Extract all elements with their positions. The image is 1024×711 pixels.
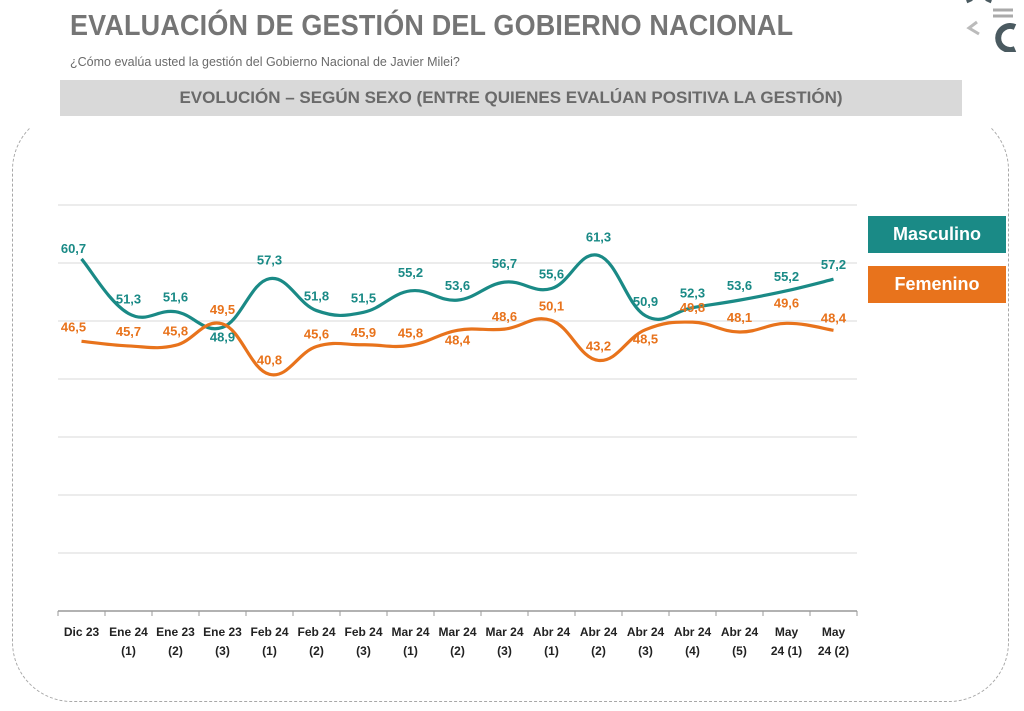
data-label: 61,3 <box>586 229 611 244</box>
x-tick-label: (2) <box>450 644 465 658</box>
data-label: 49,6 <box>774 295 799 310</box>
x-tick-label: (2) <box>591 644 606 658</box>
data-label: 55,2 <box>398 265 423 280</box>
data-label: 46,5 <box>61 319 86 334</box>
series-line-masculino <box>80 253 834 331</box>
page-title: EVALUACIÓN DE GESTIÓN DEL GOBIERNO NACIO… <box>70 10 794 42</box>
legend-label: Femenino <box>894 274 980 294</box>
x-tick-label: (3) <box>356 644 371 658</box>
x-tick-label: Mar 24 <box>438 625 476 639</box>
chart-banner: EVOLUCIÓN – SEGÚN SEXO (ENTRE QUIENES EV… <box>60 80 962 116</box>
x-tick-label: (1) <box>544 644 559 658</box>
chart-frame <box>12 110 1009 702</box>
x-tick-label: Feb 24 <box>297 625 335 639</box>
x-tick-label: (3) <box>497 644 512 658</box>
data-label: 53,6 <box>445 278 470 293</box>
x-tick-label: (2) <box>309 644 324 658</box>
x-tick-label: May <box>775 625 799 639</box>
x-tick-label: Feb 24 <box>250 625 288 639</box>
data-label: 51,8 <box>304 289 329 304</box>
data-label: 45,7 <box>116 324 141 339</box>
data-label: 60,7 <box>61 241 86 256</box>
legend-masculino: Masculino <box>868 216 1006 253</box>
data-label: 49,5 <box>210 302 235 317</box>
data-label: 48,9 <box>210 329 235 344</box>
data-label: 57,3 <box>257 253 282 268</box>
x-tick-label: Dic 23 <box>64 625 100 639</box>
x-tick-label: Mar 24 <box>485 625 523 639</box>
data-label: 53,6 <box>727 278 752 293</box>
x-tick-label: May <box>822 625 846 639</box>
data-label: 51,6 <box>163 290 188 305</box>
x-tick-label: (3) <box>215 644 230 658</box>
x-tick-label: Abr 24 <box>674 625 712 639</box>
data-label: 52,3 <box>680 286 705 301</box>
x-tick-label: Abr 24 <box>721 625 759 639</box>
data-label: 48,4 <box>821 310 847 325</box>
data-label: 49,8 <box>680 300 705 315</box>
x-tick-label: Abr 24 <box>627 625 665 639</box>
legend-label: Masculino <box>892 224 981 244</box>
data-label: 55,2 <box>774 269 799 284</box>
x-tick-label: Abr 24 <box>533 625 571 639</box>
data-label: 43,2 <box>586 338 611 353</box>
x-tick-label: 24 (1) <box>771 644 802 658</box>
data-label: 48,6 <box>492 309 517 324</box>
data-label: 50,1 <box>539 298 564 313</box>
x-tick-label: Feb 24 <box>344 625 382 639</box>
data-label: 45,9 <box>351 325 376 340</box>
x-tick-label: (2) <box>168 644 183 658</box>
data-label: 51,5 <box>351 290 376 305</box>
data-label: 48,4 <box>445 332 471 347</box>
x-tick-label: Ene 23 <box>156 625 195 639</box>
x-tick-label: (1) <box>403 644 418 658</box>
x-tick-label: Ene 24 <box>109 625 148 639</box>
x-tick-label: Ene 23 <box>203 625 242 639</box>
data-label: 45,8 <box>163 323 188 338</box>
page-subtitle: ¿Cómo evalúa usted la gestión del Gobier… <box>70 55 460 69</box>
x-tick-label: (5) <box>732 644 747 658</box>
data-label: 48,5 <box>633 332 658 347</box>
data-label: 55,6 <box>539 267 564 282</box>
data-label: 40,8 <box>257 352 282 367</box>
logo-icon <box>966 0 1017 52</box>
data-label: 45,8 <box>398 325 423 340</box>
data-label: 48,1 <box>727 310 752 325</box>
x-tick-label: (1) <box>262 644 277 658</box>
data-label: 56,7 <box>492 256 517 271</box>
data-label: 45,6 <box>304 327 329 342</box>
x-tick-label: (1) <box>121 644 136 658</box>
legend-femenino: Femenino <box>868 266 1006 303</box>
series-line-femenino <box>81 317 834 377</box>
data-label: 50,9 <box>633 294 658 309</box>
x-tick-label: Abr 24 <box>580 625 618 639</box>
data-label: 51,3 <box>116 291 141 306</box>
chart-title: EVOLUCIÓN – SEGÚN SEXO (ENTRE QUIENES EV… <box>179 88 843 107</box>
x-tick-label: (4) <box>685 644 700 658</box>
x-tick-label: Mar 24 <box>391 625 429 639</box>
x-tick-label: 24 (2) <box>818 644 849 658</box>
x-tick-label: (3) <box>638 644 653 658</box>
data-label: 57,2 <box>821 257 846 272</box>
